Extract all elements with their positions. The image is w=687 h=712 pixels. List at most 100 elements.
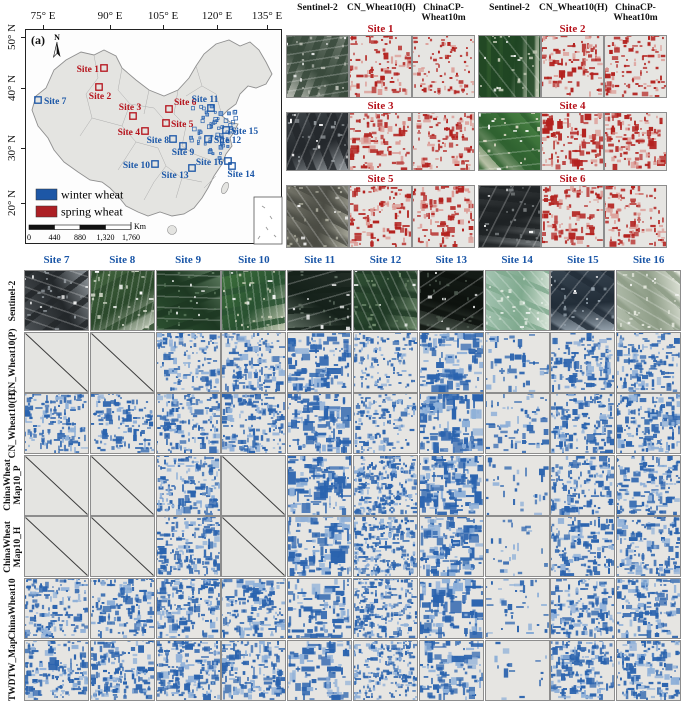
bottom-col-header-14: Site 14 xyxy=(501,254,533,266)
speckle-pattern xyxy=(419,640,483,700)
site-marker-11 xyxy=(207,104,215,112)
scalebar-segment-1 xyxy=(54,224,81,230)
china-map-frame: N Site 1 Site 2 Site 3 Site 4 Site 5 Site 6 Sit… xyxy=(25,29,283,245)
speckle-pattern xyxy=(222,332,286,392)
tile-site8-row2 xyxy=(89,393,155,455)
speckle-pattern xyxy=(617,394,681,454)
panel-a-label: (a) xyxy=(31,33,45,47)
speckle-pattern xyxy=(25,271,88,330)
tile-site11-row3 xyxy=(287,454,353,516)
speckle-pattern xyxy=(479,113,540,170)
province-border-7 xyxy=(195,65,223,117)
bottom-col-header-8: Site 8 xyxy=(109,254,136,266)
province-border-13 xyxy=(203,175,217,189)
tile-site4-chinacp-wheat10m xyxy=(604,112,667,171)
speckle-pattern xyxy=(413,113,474,170)
speckle-pattern xyxy=(413,186,474,247)
speckle-pattern xyxy=(419,332,483,392)
tile-site11-row1 xyxy=(287,331,353,393)
speckle-pattern xyxy=(350,36,411,97)
bottom-col-header-16: Site 16 xyxy=(632,254,665,266)
wheat-sample-square xyxy=(218,111,224,116)
bottom-row-label-6: TWDTW_Map xyxy=(8,638,18,702)
speckle-pattern xyxy=(419,579,483,638)
wheat-sample-square xyxy=(211,152,215,156)
tile-site13-row6 xyxy=(418,639,484,701)
tile-site8-row4-nodata xyxy=(89,516,155,578)
no-data-diagonal xyxy=(25,517,88,577)
wheat-sample-square xyxy=(213,110,217,114)
axis-label-x-4: 135° E xyxy=(251,10,283,22)
top-site-label-2: Site 2 xyxy=(559,23,586,35)
wheat-sample-square xyxy=(233,115,238,121)
speckle-pattern xyxy=(617,455,681,515)
tile-site10-row1 xyxy=(221,331,287,393)
site-map-label-10: Site 10 xyxy=(123,161,150,171)
tile-site10-row6 xyxy=(221,639,287,701)
legend-swatch-1 xyxy=(35,205,58,218)
speckle-pattern xyxy=(288,640,352,700)
speckle-pattern xyxy=(485,277,548,328)
tile-site15-row6 xyxy=(550,639,616,701)
tile-site10-row2 xyxy=(221,393,287,455)
wheat-sample-square xyxy=(215,135,219,139)
tile-site12-row2 xyxy=(353,393,418,455)
speckle-pattern xyxy=(485,332,549,392)
tile-site2-sentinel2 xyxy=(478,35,541,98)
sea-inset-islands xyxy=(257,205,277,240)
tile-site9-row2 xyxy=(155,393,221,455)
tile-site15-row4 xyxy=(550,516,616,578)
tile-site11-row2 xyxy=(287,393,353,455)
speckle-pattern xyxy=(354,517,417,577)
tile-site9-row6 xyxy=(155,639,221,701)
province-border-5 xyxy=(173,89,187,127)
province-border-1 xyxy=(117,67,131,127)
top-site-label-5: Site 5 xyxy=(367,173,394,185)
site-marker-2 xyxy=(95,83,103,91)
site-map-label-2: Site 2 xyxy=(89,92,112,102)
site-marker-12 xyxy=(204,135,212,143)
tile-site1-chinacp-wheat10m xyxy=(412,35,475,98)
province-border-10 xyxy=(181,177,203,183)
legend-label-0: winter wheat xyxy=(61,188,124,202)
axis-label-x-3: 120° E xyxy=(201,10,233,22)
top-site-label-6: Site 6 xyxy=(559,173,586,185)
wheat-sample-square xyxy=(226,144,230,148)
tile-site7-row3-nodata xyxy=(24,454,89,516)
bottom-row-label-0: Sentinel-2 xyxy=(8,280,18,321)
bottom-row-label-1: CN_Wheat10(P) xyxy=(8,328,18,396)
speckle-pattern xyxy=(354,271,417,329)
site-map-label-15: Site 15 xyxy=(231,127,258,137)
wheat-sample-square xyxy=(207,149,213,154)
tile-site14-row4 xyxy=(484,516,550,578)
tile-site7-row6 xyxy=(24,639,89,701)
axis-tick-y-2 xyxy=(21,148,25,149)
site-map-label-16: Site 16 xyxy=(196,158,223,168)
tile-site3-sentinel2 xyxy=(286,112,349,171)
axis-label-y-3: 20° N xyxy=(6,189,18,217)
site-map-label-11: Site 11 xyxy=(192,95,219,105)
no-data-diagonal xyxy=(222,455,286,515)
tile-site11-row0 xyxy=(287,270,353,331)
tile-site13-row4 xyxy=(418,516,484,578)
speckle-pattern xyxy=(617,579,681,638)
speckle-pattern xyxy=(25,579,88,638)
site-map-label-5: Site 5 xyxy=(171,120,194,130)
wheat-sample-square xyxy=(220,142,224,146)
tile-site15-row1 xyxy=(550,331,616,393)
scalebar-unit: Km xyxy=(134,222,147,231)
axis-label-x-2: 105° E xyxy=(147,10,179,22)
scalebar-segment-3 xyxy=(105,224,132,230)
speckle-pattern xyxy=(354,455,417,515)
speckle-pattern xyxy=(413,36,474,95)
top-col-header-g1-0: Sentinel-2 xyxy=(489,3,530,13)
speckle-pattern xyxy=(288,332,352,392)
site-marker-14 xyxy=(228,162,236,170)
speckle-pattern xyxy=(605,113,666,170)
speckle-pattern xyxy=(90,640,154,700)
tile-site7-row2 xyxy=(24,393,89,455)
tile-site10-row0 xyxy=(221,270,287,331)
speckle-pattern xyxy=(350,186,411,247)
speckle-pattern xyxy=(484,186,540,243)
